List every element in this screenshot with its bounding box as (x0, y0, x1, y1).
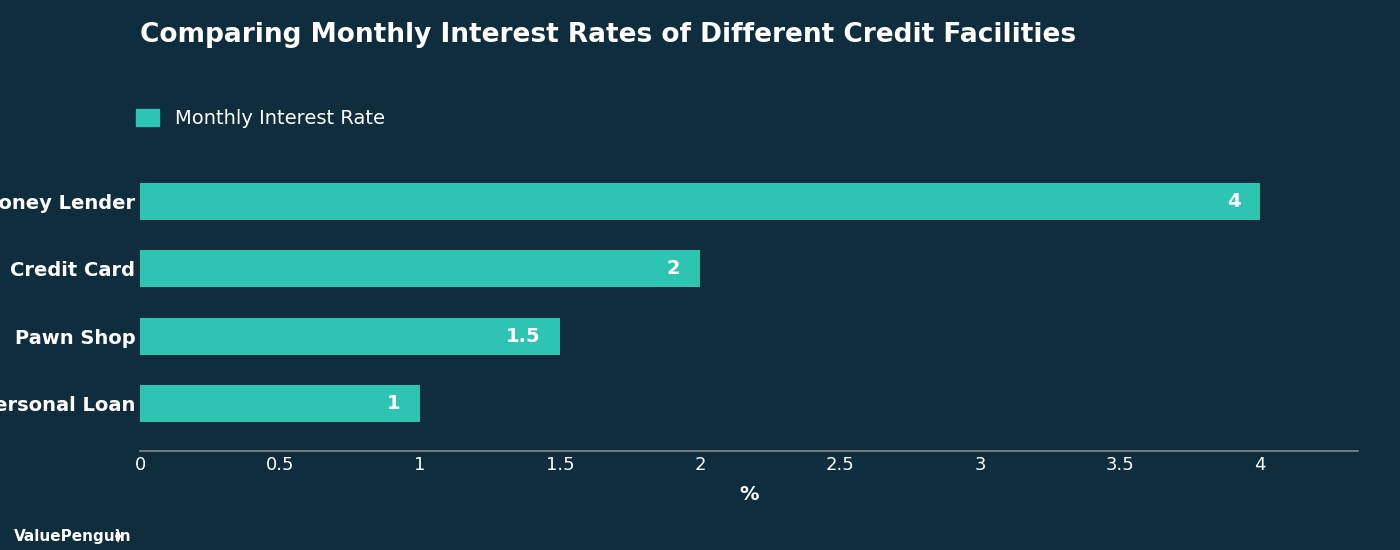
X-axis label: %: % (739, 485, 759, 504)
Text: 2: 2 (666, 259, 680, 278)
Text: ⧫: ⧫ (115, 530, 120, 543)
Text: Comparing Monthly Interest Rates of Different Credit Facilities: Comparing Monthly Interest Rates of Diff… (140, 22, 1077, 48)
Bar (140, 318, 560, 355)
Text: 4: 4 (1226, 192, 1240, 211)
Text: ValuePenguin: ValuePenguin (14, 530, 132, 544)
Text: 1: 1 (386, 394, 400, 413)
Bar (140, 183, 1260, 220)
Bar (140, 385, 420, 422)
Text: 1.5: 1.5 (505, 327, 540, 346)
Legend: Monthly Interest Rate: Monthly Interest Rate (136, 109, 385, 128)
Bar (140, 250, 700, 287)
